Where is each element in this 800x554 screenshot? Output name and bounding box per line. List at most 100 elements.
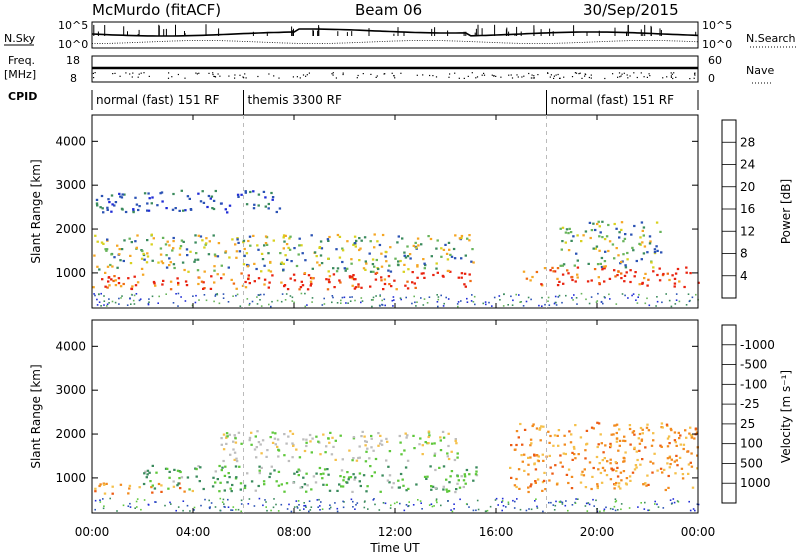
velocity-cell [369,465,372,468]
velocity-cell [243,486,247,490]
velocity-y-tick-label: 2000 [55,427,86,441]
power-cell [304,292,306,295]
power-cell [358,237,361,240]
velocity-cell [387,465,390,468]
velocity-cell [525,509,528,512]
velocity-cell [599,433,602,436]
power-cell [159,247,163,250]
nave-dot [93,77,95,79]
power-cell [182,209,185,212]
power-cell [415,305,417,307]
velocity-cell [584,457,587,460]
power-cell [96,304,99,306]
velocity-cell [446,455,449,458]
velocity-cell [577,498,579,500]
velocity-cell [673,460,676,463]
velocity-cell [523,453,526,456]
power-cell [309,276,313,280]
velocity-cell [103,492,107,495]
power-cell [299,286,303,289]
velocity-cell [605,474,609,477]
velocity-cell [631,471,635,474]
velocity-cell [248,436,252,439]
power-cell [284,254,287,257]
power-cell [177,292,180,295]
nave-dot [332,72,334,74]
velocity-cell [605,506,607,509]
nave-dot [508,74,510,76]
power-cell [111,300,114,303]
power-cell [488,301,490,304]
velocity-cell [377,444,380,447]
velocity-cell [668,442,671,445]
power-cell [131,285,134,288]
velocity-cell [358,472,362,475]
power-cell [399,297,402,299]
velocity-cell [653,452,656,455]
power-cell [300,292,303,295]
power-cell [307,274,311,277]
velocity-cell [268,475,271,479]
velocity-cell [615,440,619,443]
power-cell [643,277,646,280]
velocity-cell [668,456,671,459]
power-cell [332,296,334,299]
power-cell [357,283,360,286]
power-cell [520,301,522,303]
velocity-cell [315,435,318,438]
power-cell [285,293,288,295]
velocity-cell [280,483,283,486]
velocity-cell [428,434,431,437]
velocity-cell [561,503,564,505]
velocity-cell [588,503,591,506]
power-cell [248,282,251,285]
power-cell [648,235,652,238]
power-cell [213,265,216,268]
velocity-cell [615,437,619,440]
power-cell [675,293,678,295]
power-cell [300,280,303,283]
power-cell [202,201,206,204]
velocity-cell [355,459,359,462]
velocity-cell [618,439,622,442]
power-cell [674,303,677,305]
velocity-cell [450,470,454,473]
velocity-cell [303,502,305,504]
power-cell [129,262,133,265]
power-cell [567,232,570,235]
power-cell [198,299,200,301]
nave-dot [132,72,134,74]
velocity-cell [102,507,105,510]
power-cell [602,265,606,268]
power-cell [395,288,398,291]
power-cell [257,277,261,280]
power-cell [320,262,324,265]
power-cell [440,294,442,297]
velocity-cell [400,453,403,456]
velocity-cell [234,441,238,444]
power-cell [235,287,238,290]
power-cell [117,282,121,285]
velocity-cell [602,451,605,454]
velocity-cell [564,452,567,456]
velocity-cell [675,459,678,462]
power-cell [175,293,177,295]
velocity-cell [373,498,375,500]
velocity-cell [685,436,688,439]
velocity-cell [405,504,408,506]
velocity-cell [536,478,540,481]
power-cell [100,241,104,244]
power-cell [409,257,412,260]
nave-dot [167,77,170,79]
power-cell [599,262,602,265]
power-cell [148,301,150,303]
velocity-cell [283,454,286,457]
power-cell [188,197,191,200]
power-cell [121,295,123,297]
power-cell [186,254,189,257]
velocity-cell [549,466,552,469]
nave-dot [481,74,483,76]
nave-dot [308,72,310,74]
power-cell [298,288,301,291]
power-cell [590,229,594,232]
